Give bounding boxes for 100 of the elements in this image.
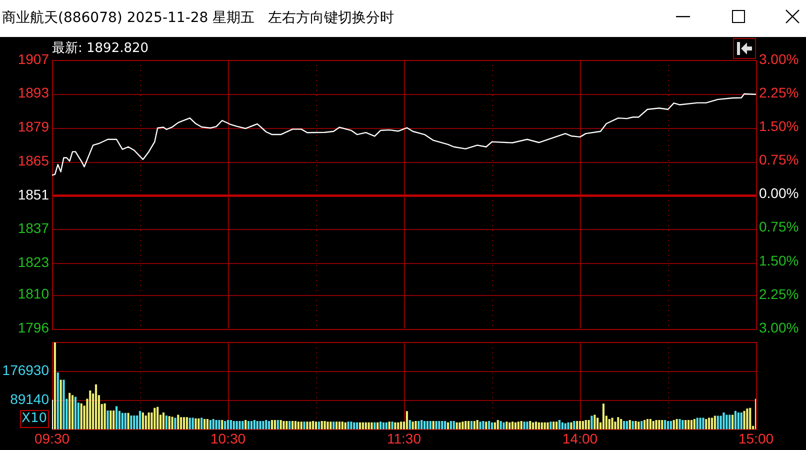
bar: [446, 422, 450, 430]
y-tick-label: 1879: [18, 118, 50, 135]
bar: [523, 422, 526, 430]
x-tick-label: 11:30: [387, 430, 422, 446]
bar: [690, 420, 692, 430]
bar: [94, 384, 98, 430]
bar: [356, 422, 358, 430]
bar: [708, 418, 710, 430]
bar: [121, 412, 124, 430]
bar: [432, 421, 434, 430]
bar: [270, 420, 274, 430]
y2-tick-label: 0.75%: [759, 152, 799, 168]
bar: [414, 421, 417, 430]
bar: [168, 416, 170, 430]
bar: [370, 422, 373, 430]
bar: [544, 422, 546, 430]
bar: [500, 421, 502, 430]
bar: [634, 421, 637, 430]
bar: [676, 419, 678, 430]
bar: [188, 418, 191, 430]
bar: [180, 417, 182, 430]
y-tick-label: 1837: [18, 220, 50, 236]
x-tick-label: 10:30: [210, 430, 246, 446]
y-tick-label: 1907: [18, 50, 50, 67]
y-tick-label: 89140: [10, 390, 50, 407]
bar: [737, 412, 740, 430]
bar: [424, 421, 426, 430]
bar: [268, 421, 270, 430]
bar: [165, 415, 168, 430]
bar: [118, 410, 120, 430]
bar: [397, 422, 400, 430]
bar: [142, 412, 144, 430]
bar: [550, 422, 552, 430]
bar: [596, 418, 599, 430]
bar: [200, 418, 203, 430]
bar: [306, 422, 308, 430]
bar: [280, 420, 282, 430]
bar: [658, 420, 660, 430]
bar: [710, 418, 714, 430]
bar: [312, 421, 314, 430]
bar: [532, 422, 534, 430]
bar: [110, 410, 112, 430]
bar: [640, 421, 643, 430]
bar: [622, 421, 626, 430]
y2-tick-label: 1.50%: [759, 252, 799, 268]
bar: [638, 422, 640, 430]
bar: [391, 422, 394, 430]
bar: [250, 421, 252, 430]
bar: [286, 421, 288, 430]
bar: [297, 422, 300, 430]
bar: [546, 422, 549, 430]
bar: [388, 422, 390, 430]
x-tick-label: 09:30: [34, 430, 70, 446]
bar: [456, 422, 458, 430]
bar: [508, 422, 511, 430]
bar: [74, 396, 76, 430]
bar: [230, 420, 232, 430]
bar: [56, 372, 59, 430]
bar: [644, 420, 646, 430]
bar: [452, 421, 455, 430]
bar: [734, 410, 736, 430]
bar: [127, 412, 130, 430]
bar: [156, 406, 159, 430]
bar: [444, 421, 446, 430]
bar: [253, 420, 256, 430]
text: X10: [20, 410, 49, 428]
x-tick-label: 14:00: [562, 430, 598, 446]
bar: [482, 421, 484, 430]
bar: [221, 420, 224, 430]
y2-tick-label: 1.50%: [759, 118, 799, 134]
bar: [732, 414, 734, 430]
bar: [590, 416, 593, 430]
bar: [693, 419, 696, 430]
bar: [488, 421, 490, 430]
y2-tick-label: 2.25%: [759, 286, 799, 302]
bar: [666, 421, 670, 430]
bar: [420, 420, 423, 430]
y-tick-label: 1865: [18, 152, 50, 168]
bar: [192, 418, 194, 430]
bar: [470, 421, 472, 430]
bar: [154, 408, 156, 430]
bar: [576, 421, 578, 430]
bar: [248, 421, 250, 430]
bar: [435, 421, 438, 430]
bar: [688, 420, 690, 430]
bar: [485, 422, 488, 430]
bar: [714, 416, 716, 430]
bar: [209, 420, 212, 430]
bar: [68, 392, 71, 430]
bar: [726, 414, 728, 430]
bar: [226, 420, 230, 430]
bar: [265, 420, 268, 430]
bar: [588, 420, 590, 430]
bar: [174, 418, 176, 430]
bar: [144, 415, 147, 430]
bar: [556, 422, 558, 430]
bar: [324, 421, 326, 430]
bar: [385, 422, 388, 430]
bar: [54, 342, 56, 430]
bar: [212, 419, 214, 430]
